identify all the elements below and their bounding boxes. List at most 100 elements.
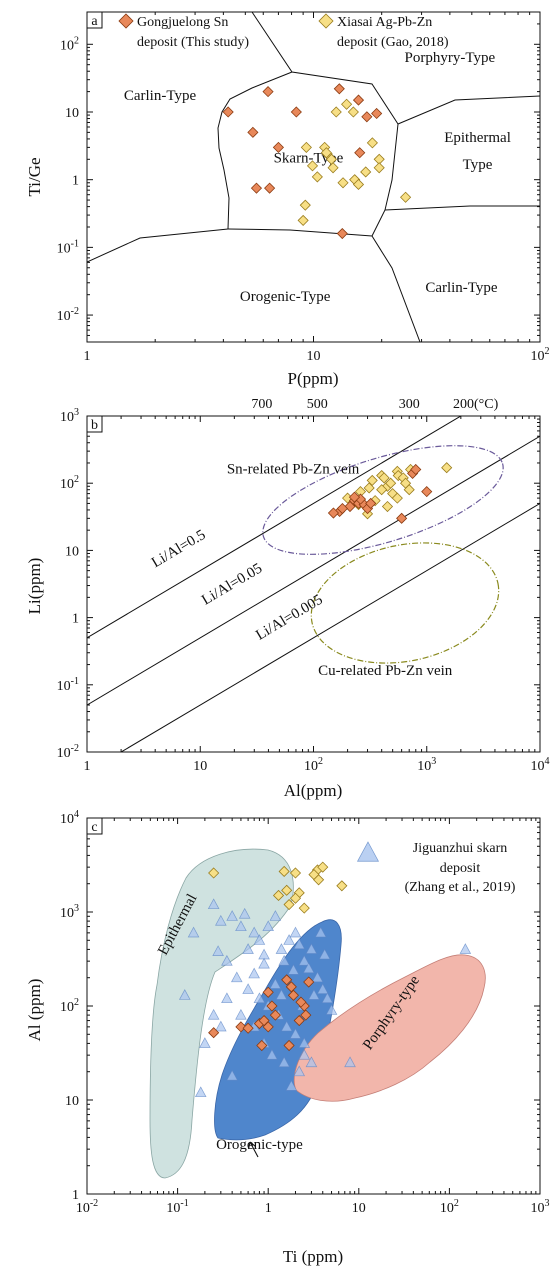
y-tick-label: 10-1 (57, 238, 79, 256)
y-tick-label: 103 (60, 903, 79, 921)
gongjuelong-point (336, 502, 348, 515)
xiasai-point (385, 477, 397, 489)
xiasai-point (311, 171, 323, 183)
temperature-tick-label: 700 (251, 397, 272, 412)
jiguanzhui-point (199, 1037, 211, 1048)
panel-a-points (222, 83, 412, 240)
xiasai-point (281, 884, 293, 896)
jiguanzhui-point (305, 943, 318, 954)
x-tick-label: 10 (352, 1201, 366, 1216)
gongjuelong-point (281, 974, 293, 986)
field-label: Epithermal (444, 130, 511, 146)
x-tick-label: 103 (417, 756, 436, 774)
xiasai-point (403, 484, 415, 496)
x-tick-label: 104 (531, 756, 550, 774)
jiguanzhui-point (305, 1056, 318, 1068)
jiguanzhui-point (235, 1008, 247, 1020)
gongjuelong-point (300, 1009, 312, 1021)
gongjuelong-legend-label-1: Gongjuelong Sn (137, 15, 228, 30)
x-tick-label: 102 (304, 756, 323, 774)
xiasai-point (441, 462, 453, 474)
panel-c-ylabel: Al (ppm) (25, 979, 44, 1042)
x-tick-label: 10-2 (76, 1198, 98, 1216)
gongjuelong-point (285, 981, 297, 993)
xiasai-point (278, 865, 290, 878)
jiguanzhui-point (242, 983, 254, 994)
xiasai-point (317, 861, 329, 873)
boundary-carlin-top (217, 71, 293, 230)
panel-b-letter: b (91, 418, 98, 433)
xiasai-point (298, 902, 310, 914)
field-label: Carlin-Type (425, 280, 498, 296)
gongjuelong-point (283, 1039, 295, 1052)
xiasai-legend-label-2: deposit (Gao, 2018) (337, 35, 449, 50)
y-tick-label: 1 (72, 174, 79, 189)
jiguanzhui-point (285, 1080, 298, 1091)
xiasai-point (283, 898, 295, 911)
panel-c-xlabel: Ti (ppm) (283, 1247, 343, 1266)
x-tick-label: 1 (265, 1201, 272, 1216)
jiguanzhui-point (289, 926, 302, 938)
panel-c-letter-box (86, 817, 103, 835)
gongjuelong-point (396, 512, 408, 524)
xiasai-point (336, 880, 348, 892)
boundary-orogenic-left (87, 228, 229, 263)
gongjuelong-point (272, 141, 284, 153)
gongjuelong-legend-marker (118, 13, 134, 29)
jiguanzhui-point (221, 992, 233, 1004)
xiasai-point (289, 867, 302, 879)
jiguanzhui-point (235, 920, 247, 932)
boundary-epithermal-upper (397, 95, 540, 125)
jiguanzhui-point (316, 983, 329, 994)
jiguanzhui-point (278, 1056, 290, 1068)
gongjuelong-point (262, 986, 274, 998)
boundary-skarn-right (371, 123, 399, 237)
y-tick-label: 10 (65, 106, 79, 121)
panel-a-field-boundaries (87, 12, 540, 342)
ratio-line-label: Li/Al=0.05 (199, 560, 265, 608)
xiasai-point (300, 141, 312, 153)
gongjuelong-point (247, 126, 259, 138)
xiasai-point (306, 160, 319, 172)
jiguanzhui-point (207, 898, 220, 910)
y-tick-label: 10-2 (57, 306, 79, 324)
panel-a-ylabel: Ti/Ge (25, 157, 44, 196)
y-tick-label: 1 (72, 1188, 79, 1203)
gongjuelong-point (235, 1021, 247, 1033)
panel-c-letter: c (91, 820, 97, 835)
gongjuelong-point (365, 497, 377, 509)
xiasai-point (337, 177, 349, 189)
xiasai-legend-marker (318, 13, 334, 29)
jiguanzhui-point (325, 1004, 338, 1015)
xiasai-point (320, 147, 332, 159)
y-tick-label: 10-2 (57, 743, 79, 761)
gongjuelong-point (371, 107, 383, 120)
jiguanzhui-point (221, 954, 233, 966)
y-tick-label: 104 (60, 809, 79, 827)
xiasai-point (376, 484, 388, 496)
gongjuelong-point (295, 996, 307, 1008)
jiguanzhui-point (194, 1086, 207, 1098)
jiguanzhui-point (289, 1028, 302, 1039)
y-tick-label: 10 (65, 1094, 79, 1109)
xiasai-point (366, 137, 378, 149)
panel-c-points (178, 861, 472, 1098)
field-label: Porphyry-Type (405, 50, 496, 66)
gongjuelong-point (293, 1014, 305, 1027)
jiguanzhui-point (242, 943, 254, 954)
jiguanzhui-point (278, 954, 290, 966)
jiguanzhui-point (266, 1048, 278, 1060)
jiguanzhui-point (459, 943, 472, 954)
gongjuelong-point (222, 106, 234, 118)
xiasai-point (330, 106, 342, 118)
gongjuelong-point (327, 507, 340, 519)
gongjuelong-point (256, 1039, 268, 1052)
gongjuelong-point (258, 1014, 270, 1027)
x-tick-label: 10-1 (166, 1198, 188, 1216)
panel-c-legend: Jiguanzhui skarn deposit (Zhang et al., 20… (356, 841, 516, 895)
y-tick-label: 10-1 (57, 676, 79, 694)
panel-a-xlabel: P(ppm) (288, 369, 339, 388)
jiguanzhui-point (269, 978, 282, 989)
jiguanzhui-point (275, 989, 288, 1000)
